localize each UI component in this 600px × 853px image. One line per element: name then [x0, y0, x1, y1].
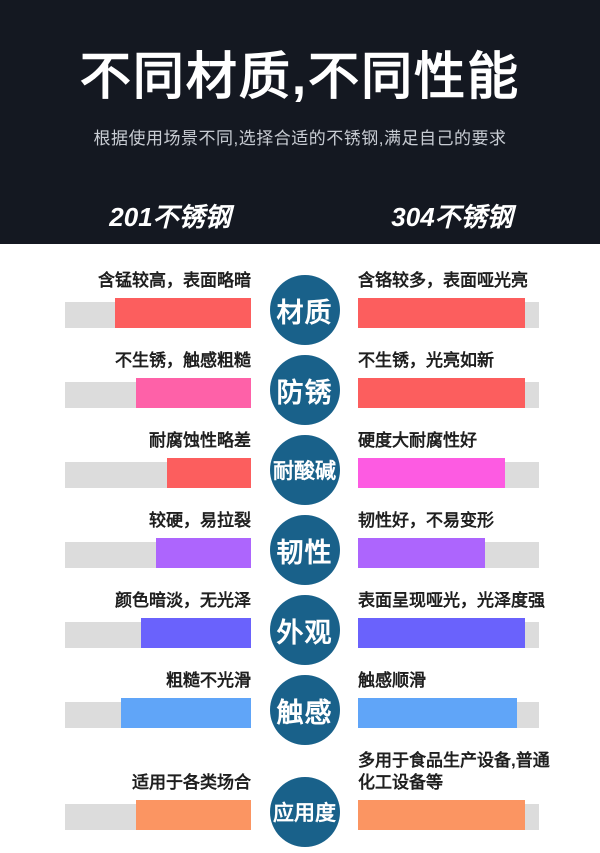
- table-row-touch: 粗糙不光滑 触感 触感顺滑: [0, 670, 600, 750]
- bar-304-rustproof: [358, 378, 539, 408]
- category-badge-toughness: 韧性: [269, 515, 340, 585]
- bar-201-appearance: [65, 618, 251, 648]
- cell-201-material: 含锰较高，表面略暗: [0, 270, 251, 350]
- bar-fill: [358, 458, 505, 488]
- cell-201-application: 适用于各类场合: [0, 750, 251, 852]
- cell-304-rustproof: 不生锈，光亮如新: [358, 350, 600, 430]
- bar-fill: [358, 618, 525, 648]
- label-304-acid: 硬度大耐腐性好: [358, 431, 477, 450]
- table-row-material: 含锰较高，表面略暗 材质 含铬较多，表面哑光亮: [0, 270, 600, 350]
- bar-304-appearance: [358, 618, 539, 648]
- bar-304-acid: [358, 458, 539, 488]
- bar-fill: [141, 618, 251, 648]
- table-row-appearance: 颜色暗淡，无光泽 外观 表面呈现哑光，光泽度强: [0, 590, 600, 670]
- category-badge-touch: 触感: [269, 675, 340, 745]
- bar-fill: [358, 298, 525, 328]
- page-subtitle: 根据使用场景不同,选择合适的不锈钢,满足自己的要求: [93, 129, 507, 148]
- bar-fill: [135, 378, 251, 408]
- bar-fill: [115, 298, 251, 328]
- label-304-touch: 触感顺滑: [358, 671, 426, 690]
- label-201-acid: 耐腐蚀性略差: [149, 431, 251, 450]
- bar-201-application: [65, 800, 251, 830]
- label-201-rustproof: 不生锈，触感粗糙: [115, 351, 251, 370]
- cell-304-appearance: 表面呈现哑光，光泽度强: [358, 590, 600, 670]
- column-header-304: 304不锈钢: [391, 202, 513, 232]
- table-row-rustproof: 不生锈，触感粗糙 防锈 不生锈，光亮如新: [0, 350, 600, 430]
- category-cell: 材质: [251, 270, 358, 350]
- table-row-toughness: 较硬，易拉裂 韧性 韧性好，不易变形: [0, 510, 600, 590]
- cell-201-acid: 耐腐蚀性略差: [0, 430, 251, 510]
- cell-201-toughness: 较硬，易拉裂: [0, 510, 251, 590]
- column-header-201: 201不锈钢: [109, 202, 231, 232]
- category-badge-appearance: 外观: [269, 595, 340, 665]
- bar-fill: [120, 698, 251, 728]
- header: 不同材质,不同性能 根据使用场景不同,选择合适的不锈钢,满足自己的要求 201不…: [0, 0, 600, 244]
- category-badge-acid: 耐酸碱: [269, 435, 340, 505]
- bar-fill: [358, 698, 518, 728]
- table-row-application: 适用于各类场合 应用度 多用于食品生产设备,普通 化工设备等: [0, 750, 600, 847]
- bar-fill: [358, 378, 525, 408]
- bar-fill: [167, 458, 251, 488]
- bar-fill: [358, 800, 525, 830]
- label-201-touch: 粗糙不光滑: [166, 671, 251, 690]
- label-304-material: 含铬较多，表面哑光亮: [358, 271, 528, 290]
- category-badge-rustproof: 防锈: [269, 355, 340, 425]
- page-title: 不同材质,不同性能: [79, 48, 521, 105]
- category-cell: 应用度: [251, 750, 358, 852]
- cell-304-acid: 硬度大耐腐性好: [358, 430, 600, 510]
- label-304-appearance: 表面呈现哑光，光泽度强: [358, 591, 545, 610]
- bar-304-application: [358, 800, 539, 830]
- bar-201-toughness: [65, 538, 251, 568]
- label-304-application: 多用于食品生产设备,普通 化工设备等: [358, 751, 550, 792]
- bar-304-toughness: [358, 538, 539, 568]
- category-cell: 外观: [251, 590, 358, 670]
- label-201-application: 适用于各类场合: [132, 773, 251, 792]
- bar-201-touch: [65, 698, 251, 728]
- bar-201-rustproof: [65, 378, 251, 408]
- cell-201-touch: 粗糙不光滑: [0, 670, 251, 750]
- cell-304-toughness: 韧性好，不易变形: [358, 510, 600, 590]
- category-badge-application: 应用度: [269, 777, 340, 847]
- label-201-appearance: 颜色暗淡，无光泽: [115, 591, 251, 610]
- bar-304-touch: [358, 698, 539, 728]
- cell-304-material: 含铬较多，表面哑光亮: [358, 270, 600, 350]
- label-304-toughness: 韧性好，不易变形: [358, 511, 494, 530]
- category-cell: 耐酸碱: [251, 430, 358, 510]
- label-201-material: 含锰较高，表面略暗: [98, 271, 251, 290]
- cell-201-appearance: 颜色暗淡，无光泽: [0, 590, 251, 670]
- bar-201-material: [65, 298, 251, 328]
- category-cell: 防锈: [251, 350, 358, 430]
- bar-201-acid: [65, 458, 251, 488]
- table-row-acid-resistance: 耐腐蚀性略差 耐酸碱 硬度大耐腐性好: [0, 430, 600, 510]
- comparison-table: 含锰较高，表面略暗 材质 含铬较多，表面哑光亮 不生锈，触感粗糙: [0, 244, 600, 847]
- cell-201-rustproof: 不生锈，触感粗糙: [0, 350, 251, 430]
- cell-304-application: 多用于食品生产设备,普通 化工设备等: [358, 750, 600, 852]
- label-201-toughness: 较硬，易拉裂: [149, 511, 251, 530]
- category-badge-material: 材质: [269, 275, 340, 345]
- category-cell: 触感: [251, 670, 358, 750]
- label-304-rustproof: 不生锈，光亮如新: [358, 351, 494, 370]
- bar-fill: [135, 800, 251, 830]
- category-cell: 韧性: [251, 510, 358, 590]
- cell-304-touch: 触感顺滑: [358, 670, 600, 750]
- bar-304-material: [358, 298, 539, 328]
- bar-fill: [156, 538, 251, 568]
- bar-fill: [358, 538, 485, 568]
